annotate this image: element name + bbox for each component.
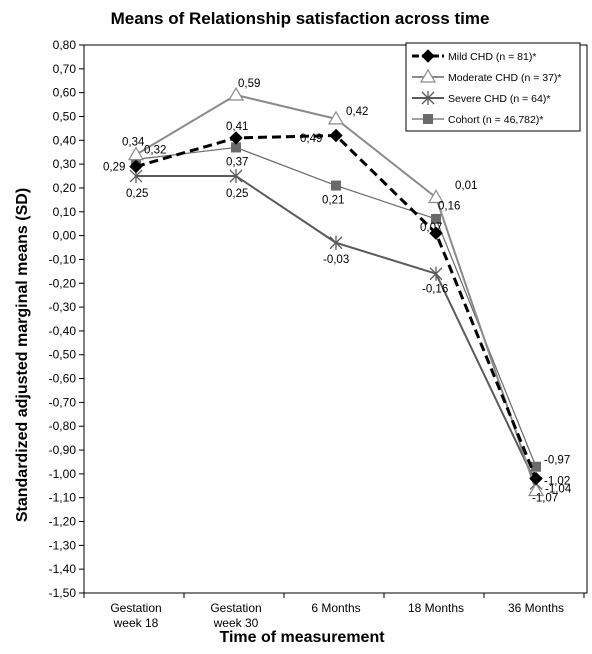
data-point: [327, 110, 345, 125]
data-point: [531, 461, 541, 472]
data-point: [227, 86, 245, 101]
y-tick-label: 0,00: [53, 229, 77, 243]
legend-swatch-marker: [423, 114, 433, 124]
x-tick-label: week 30: [213, 616, 259, 630]
data-point: [127, 146, 145, 161]
y-tick-label: 0,50: [53, 109, 77, 123]
data-point: [529, 471, 543, 486]
legend-swatch-marker: [421, 49, 435, 63]
x-tick-label: week 18: [113, 616, 159, 630]
data-label: 0,59: [238, 78, 260, 90]
x-tick-label: Gestation: [210, 601, 261, 615]
data-labels: 0,29 0,41 -1,02 0,34 0,59 0,42 0,16 -1,07 0,25 0,…: [103, 78, 572, 505]
data-label: -1,04: [545, 483, 572, 495]
y-tick-label: -1,00: [49, 467, 77, 481]
y-tick-label: -1,10: [49, 491, 77, 505]
y-tick-label: 0,40: [53, 133, 77, 147]
data-label: 0,07: [420, 222, 442, 234]
legend-label: Severe CHD (n = 64)*: [448, 93, 550, 105]
data-label: 0,32: [144, 144, 166, 156]
data-label: 0,49: [300, 133, 322, 145]
y-axis-title: Standardized adjusted marginal means (SD…: [14, 188, 31, 522]
data-label: 0,34: [122, 137, 145, 149]
legend-label: Moderate CHD (n = 37)*: [448, 72, 562, 84]
legend-label: Mild CHD (n = 81)*: [448, 51, 536, 63]
data-label: 0,01: [455, 180, 477, 192]
data-label: 0,25: [226, 188, 248, 200]
x-axis-title: Time of measurement: [219, 629, 385, 646]
x-tick-label: 6 Months: [311, 601, 360, 615]
legend-box: [405, 42, 581, 132]
y-tick-label: 0,30: [53, 157, 77, 171]
y-tick-label: 0,60: [53, 86, 77, 100]
y-tick-label: -0,30: [49, 300, 77, 314]
data-point: [229, 169, 243, 184]
legend-label: Cohort (n = 46,782)*: [448, 114, 543, 126]
y-tick-label: 0,70: [53, 62, 77, 76]
y-tick-label: -1,30: [49, 538, 77, 552]
series-layer: [127, 86, 545, 497]
data-point: [329, 128, 343, 143]
y-tick-label: -1,50: [49, 586, 77, 600]
y-tick-label: -0,20: [49, 276, 77, 290]
data-label: 0,41: [226, 121, 248, 133]
data-point: [429, 266, 443, 281]
chart-title: Means of Relationship satisfaction acros…: [111, 9, 490, 28]
legend: Mild CHD (n = 81)* Moderate CHD (n = 37)*…: [405, 42, 581, 132]
data-point: [229, 131, 243, 145]
data-label: 0,42: [346, 106, 368, 118]
data-label: 0,37: [226, 156, 248, 168]
data-label: -0,03: [323, 254, 349, 266]
x-tick-label: Gestation: [110, 601, 161, 615]
data-label: 0,29: [103, 162, 125, 174]
legend-swatch-marker: [421, 91, 435, 105]
data-label: -0,97: [544, 455, 570, 467]
data-label: 0,21: [322, 195, 344, 207]
y-tick-label: -1,40: [49, 562, 77, 576]
plot-border: [83, 44, 588, 594]
data-label: -1,02: [544, 476, 570, 488]
series-line: [135, 94, 537, 491]
y-tick-label: -0,10: [49, 252, 77, 266]
data-point: [431, 213, 441, 224]
y-axis: 0,80 0,70 0,60 0,50 0,40 0,30 0,20 0,10 0,00 -0,1…: [49, 38, 84, 600]
y-tick-label: 0,80: [53, 38, 77, 52]
y-tick-label: -0,50: [49, 348, 77, 362]
data-label: -1,07: [532, 493, 558, 505]
legend-swatch-marker: [419, 68, 437, 83]
y-tick-label: -0,60: [49, 372, 77, 386]
y-tick-label: -0,90: [49, 443, 77, 457]
x-tick-label: 36 Months: [508, 601, 564, 615]
y-tick-label: 0,20: [53, 181, 77, 195]
data-point: [527, 482, 545, 497]
y-tick-label: -0,80: [49, 419, 77, 433]
data-label: 0,16: [438, 200, 460, 212]
y-tick-label: -0,40: [49, 324, 77, 338]
y-tick-label: 0,10: [53, 205, 77, 219]
data-point: [427, 189, 445, 204]
data-point: [331, 180, 341, 191]
data-point: [429, 226, 443, 240]
data-label: -0,16: [422, 284, 448, 296]
y-tick-label: -0,70: [49, 395, 77, 409]
plot-area: [83, 44, 588, 594]
y-tick-label: -1,20: [49, 515, 77, 529]
data-point: [329, 235, 343, 250]
x-tick-label: 18 Months: [408, 601, 464, 615]
data-label: 0,25: [126, 188, 148, 200]
data-point: [129, 159, 143, 174]
